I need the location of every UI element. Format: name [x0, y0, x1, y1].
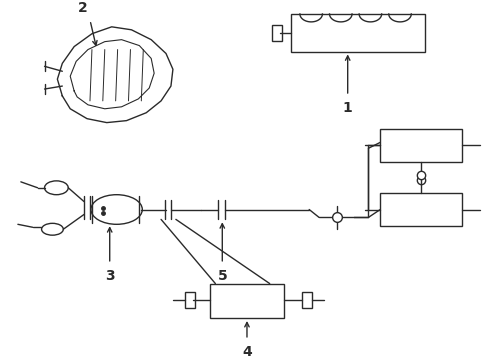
Bar — [292, 14, 425, 51]
Bar — [380, 129, 462, 162]
Text: 5: 5 — [218, 269, 227, 283]
Text: 4: 4 — [242, 345, 252, 359]
Bar — [302, 292, 312, 308]
Text: 3: 3 — [105, 269, 115, 283]
Text: 2: 2 — [77, 1, 87, 15]
Bar — [210, 284, 285, 318]
Bar — [185, 292, 195, 308]
Bar — [380, 193, 462, 226]
Text: 1: 1 — [343, 101, 353, 115]
Bar — [271, 25, 282, 41]
